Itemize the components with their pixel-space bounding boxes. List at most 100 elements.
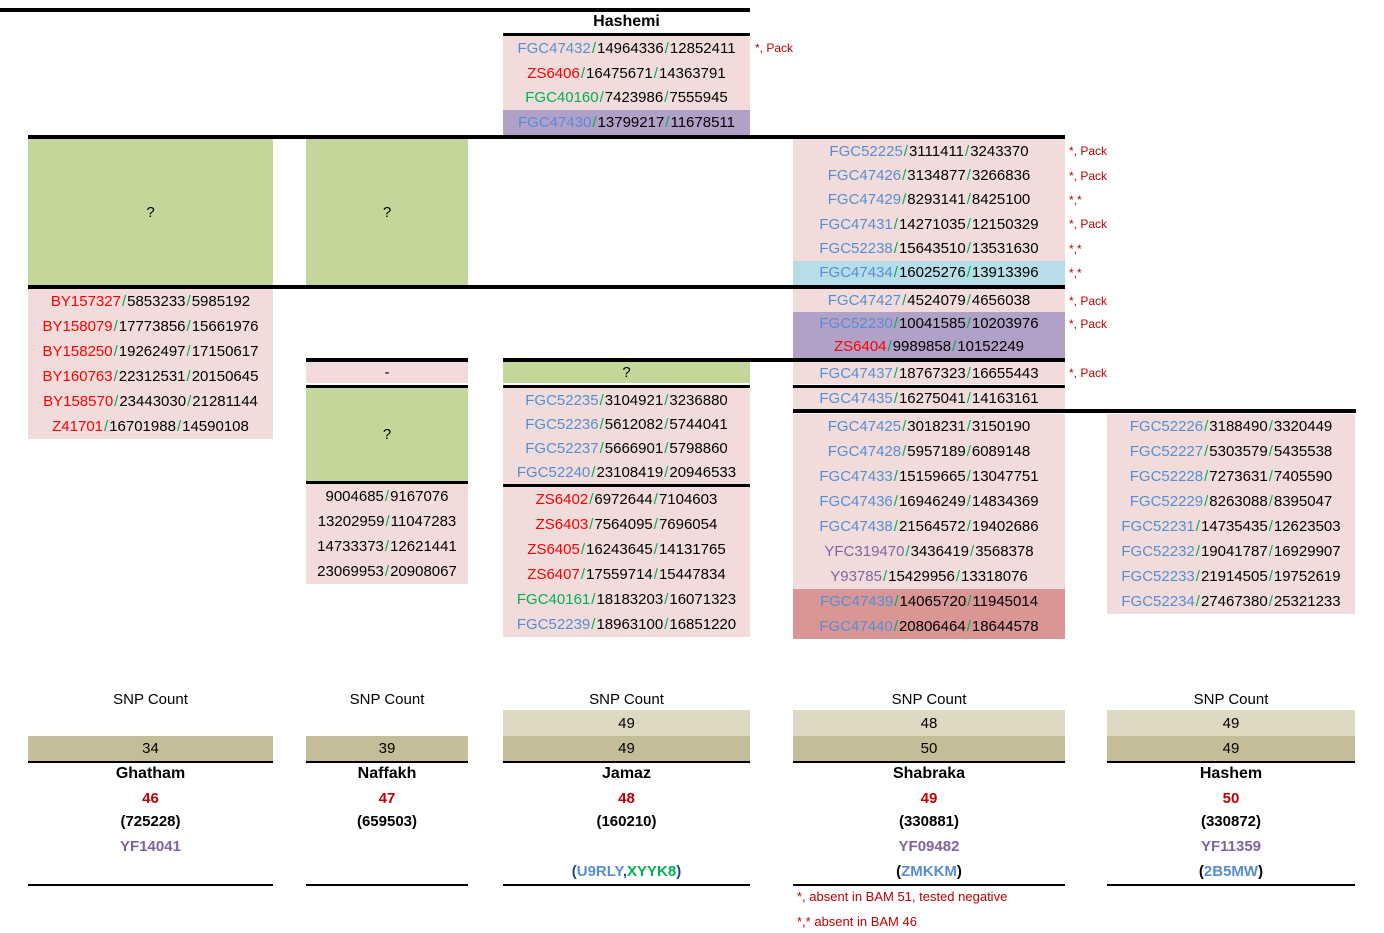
snp-position: 3134877 <box>907 166 966 184</box>
snp-position: 13913396 <box>971 264 1039 282</box>
snp-position: 7696054 <box>658 516 718 533</box>
snp-position: 17773856 <box>118 318 186 335</box>
divider-line <box>1107 884 1355 886</box>
snp-position: 15447834 <box>658 566 726 583</box>
slash-separator: / <box>186 368 191 385</box>
snp-name: BY160763 <box>42 368 113 385</box>
snp-position: 20806464 <box>898 618 966 635</box>
snp-position: 4524079 <box>907 292 966 309</box>
slash-separator: / <box>893 239 898 257</box>
snp-position: 9004685 <box>325 488 384 505</box>
kit-number: (330872) <box>1200 813 1262 830</box>
slash-separator: / <box>1268 593 1273 610</box>
slash-separator: / <box>664 39 669 57</box>
slash-separator: / <box>113 368 118 385</box>
secondary-id-part: ( <box>1198 863 1204 880</box>
slash-separator: / <box>384 538 390 555</box>
secondary-id-part: ) <box>676 863 682 880</box>
divider-line <box>28 135 1065 139</box>
snp-row: FGC47436/16946249/14834369 <box>793 489 1065 514</box>
snp-position: 5957189 <box>907 443 966 460</box>
snp-position: 3018231 <box>907 418 966 435</box>
snp-position: 18183203 <box>596 591 664 608</box>
row-annotation: *, Pack <box>1069 317 1108 331</box>
slash-separator: / <box>966 315 971 332</box>
row-annotation: *, Pack <box>1069 217 1108 231</box>
snp-position: 23108419 <box>596 463 664 481</box>
snp-position: 13531630 <box>971 239 1039 257</box>
slash-separator: / <box>591 616 596 633</box>
slash-separator: / <box>664 89 669 107</box>
snp-name: ZS6403 <box>535 516 589 533</box>
slash-separator: / <box>893 315 898 332</box>
snp-position: 10203976 <box>971 315 1039 332</box>
slash-separator: / <box>966 239 971 257</box>
snp-row: FGC52236/5612082/5744041 <box>503 412 750 436</box>
slash-separator: / <box>664 391 669 409</box>
slash-separator: / <box>599 415 604 433</box>
slash-separator: / <box>965 142 970 160</box>
snp-position: 5612082 <box>604 415 664 433</box>
slash-separator: / <box>665 114 670 132</box>
secondary-id-part: ( <box>571 863 577 880</box>
snp-row: FGC47426/3134877/3266836 <box>793 163 1065 188</box>
snp-name: FGC52231 <box>1121 518 1195 535</box>
kit-number: (160210) <box>596 813 657 830</box>
snp-segment: FGC47435/16275041/14163161 <box>793 388 1065 409</box>
snp-position: 18644578 <box>971 618 1039 635</box>
snp-count-label: SNP Count <box>1193 691 1269 708</box>
snp-row: 9004685/9167076 <box>306 484 468 509</box>
snp-row: FGC47435/16275041/14163161 <box>793 388 1065 409</box>
divider-line <box>28 884 273 886</box>
snp-position: 16701988 <box>109 418 176 435</box>
snp-segment: FGC52225/3111411/3243370 FGC47426/3134877… <box>793 139 1065 285</box>
slash-separator: / <box>966 191 971 209</box>
snp-row: FGC40161/18183203/16071323 <box>503 587 750 612</box>
slash-separator: / <box>653 541 658 558</box>
snp-row: FGC52230/10041585/10203976 <box>793 312 1065 335</box>
snp-row: FGC52227/5303579/5435538 <box>1107 439 1355 464</box>
snp-position: 7555945 <box>669 89 728 107</box>
snp-name: ZS6406 <box>527 64 580 82</box>
snp-position: 18963100 <box>596 616 664 633</box>
snp-position: 3104921 <box>604 391 664 409</box>
row-annotation: *,* <box>1069 242 1082 256</box>
snp-position: 16071323 <box>669 591 737 608</box>
slash-separator: / <box>966 443 971 460</box>
snp-count-value: 48 <box>920 714 938 732</box>
snp-count-value: 34 <box>142 740 159 757</box>
snp-count-box: 50 <box>793 736 1065 761</box>
snp-count-value: 49 <box>618 714 635 732</box>
snp-position: 20908067 <box>390 563 457 580</box>
divider-line <box>306 761 468 763</box>
snp-name: FGC47434 <box>819 264 893 282</box>
snp-name: FGC47437 <box>819 364 893 382</box>
snp-position: 9989858 <box>892 338 952 355</box>
slash-separator: / <box>966 418 971 435</box>
snp-segment: FGC52226/3188490/3320449 FGC52227/5303579… <box>1107 414 1355 614</box>
slash-separator: / <box>1268 468 1273 485</box>
snp-name: FGC47426 <box>827 166 902 184</box>
snp-count-box: 49 <box>503 710 750 736</box>
slash-separator: / <box>591 39 596 57</box>
divider-line <box>503 385 750 388</box>
snp-name: FGC52239 <box>516 616 591 633</box>
snp-position: 21914505 <box>1200 568 1268 585</box>
unknown-branch-box-second: ? <box>306 388 468 481</box>
snp-position: 8395047 <box>1273 493 1333 510</box>
snp-row: FGC52235/3104921/3236880 <box>503 388 750 412</box>
snp-position: 3236880 <box>669 391 728 409</box>
snp-name: ZS6405 <box>527 541 580 558</box>
slash-separator: / <box>653 491 658 508</box>
slash-separator: / <box>1268 443 1273 460</box>
snp-row: 23069953/20908067 <box>306 559 468 584</box>
unknown-branch-box-jamaz: ? <box>503 362 750 383</box>
snp-position: 14065720 <box>899 593 967 610</box>
snp-row: FGC52232/19041787/16929907 <box>1107 539 1355 564</box>
snp-row: FGC47438/21564572/19402686 <box>793 514 1065 539</box>
snp-name: FGC52233 <box>1121 568 1195 585</box>
slash-separator: / <box>902 191 907 209</box>
snp-count-box: 39 <box>306 736 468 761</box>
slash-separator: / <box>176 418 182 435</box>
